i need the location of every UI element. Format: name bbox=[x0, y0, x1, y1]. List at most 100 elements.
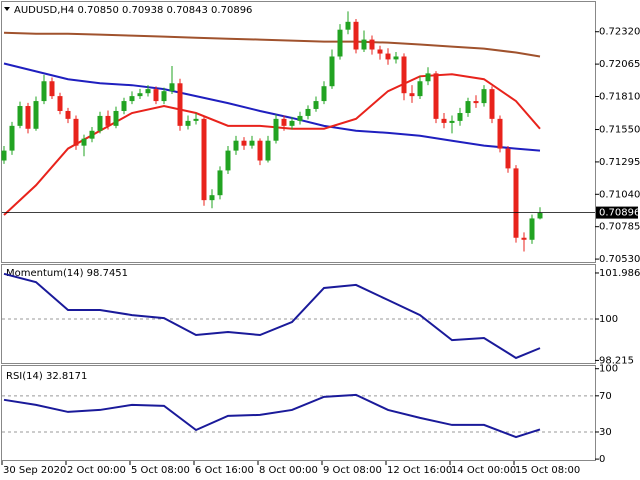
candle-body bbox=[385, 53, 391, 60]
y-tick-label: 100 bbox=[599, 314, 618, 325]
candle-body bbox=[17, 106, 23, 126]
candle-body bbox=[529, 218, 535, 240]
y-tick-label: 70 bbox=[599, 391, 612, 402]
candle-body bbox=[73, 118, 79, 146]
y-tick-label: 0.70785 bbox=[599, 222, 640, 233]
candle-body bbox=[329, 56, 335, 87]
candle-body bbox=[297, 115, 303, 121]
y-tick-label: 0.70530 bbox=[599, 254, 640, 265]
candle-body bbox=[201, 118, 207, 201]
candle-body bbox=[217, 170, 223, 196]
rsi-title: RSI(14) 32.8171 bbox=[6, 371, 87, 382]
main-title: AUDUSD,H4 0.70850 0.70938 0.70843 0.7089… bbox=[14, 5, 252, 16]
candle-body bbox=[393, 56, 399, 60]
candle-body bbox=[41, 81, 47, 102]
candle-body bbox=[425, 73, 431, 82]
x-tick-label: 2 Oct 00:00 bbox=[67, 465, 126, 476]
candle-body bbox=[377, 49, 383, 54]
candle-body bbox=[521, 237, 527, 240]
y-tick-label: 0.71810 bbox=[599, 91, 640, 102]
last-price-label: 0.70896 bbox=[599, 208, 640, 219]
candle-body bbox=[249, 140, 255, 146]
candle-body bbox=[505, 148, 511, 169]
candle-body bbox=[193, 118, 199, 121]
candle-body bbox=[449, 120, 455, 123]
candle-body bbox=[81, 138, 87, 146]
x-tick-label: 12 Oct 16:00 bbox=[387, 465, 452, 476]
candle-body bbox=[169, 83, 175, 92]
y-tick-label: 0.71550 bbox=[599, 125, 640, 136]
candle-body bbox=[337, 29, 343, 57]
candle-body bbox=[153, 89, 159, 102]
candle-body bbox=[289, 120, 295, 126]
candle-body bbox=[209, 195, 215, 201]
candle-body bbox=[33, 101, 39, 129]
indicator-line bbox=[3, 31, 541, 58]
candle-body bbox=[89, 130, 95, 139]
y-tick-label: 0.71295 bbox=[599, 157, 640, 168]
candle-body bbox=[401, 56, 407, 94]
candle-body bbox=[161, 91, 167, 102]
candle-body bbox=[433, 73, 439, 119]
candle-body bbox=[417, 81, 423, 97]
y-tick-label: 100 bbox=[599, 364, 618, 375]
candle-body bbox=[409, 93, 415, 97]
main-panel-frame bbox=[1, 1, 596, 263]
candle-body bbox=[49, 81, 55, 97]
candle-body bbox=[465, 101, 471, 114]
candle-body bbox=[57, 96, 63, 111]
candle-body bbox=[313, 101, 319, 109]
candle-body bbox=[345, 21, 351, 30]
candle-body bbox=[185, 120, 191, 126]
y-tick-label: 30 bbox=[599, 427, 612, 438]
candle-body bbox=[25, 106, 31, 129]
menu-arrow[interactable] bbox=[4, 7, 10, 11]
candle-body bbox=[361, 39, 367, 50]
candle-body bbox=[321, 86, 327, 102]
candle-body bbox=[113, 110, 119, 126]
x-tick-label: 8 Oct 00:00 bbox=[259, 465, 318, 476]
candle-body bbox=[281, 118, 287, 126]
indicator-line bbox=[3, 393, 541, 439]
x-tick-label: 15 Oct 08:00 bbox=[515, 465, 580, 476]
momentum-title: Momentum(14) 98.7451 bbox=[6, 268, 128, 279]
y-tick-label: 98.215 bbox=[599, 355, 634, 366]
x-tick-label: 6 Oct 16:00 bbox=[195, 465, 254, 476]
candle-body bbox=[353, 21, 359, 50]
x-tick-label: 30 Sep 2020 bbox=[3, 465, 66, 476]
candle-body bbox=[497, 118, 503, 149]
last-price-box bbox=[596, 206, 638, 219]
candle-body bbox=[241, 140, 247, 146]
candle-body bbox=[441, 118, 447, 123]
candle-body bbox=[137, 93, 143, 97]
y-tick-label: 0.71040 bbox=[599, 189, 640, 200]
candle-body bbox=[265, 140, 271, 161]
candle-body bbox=[473, 101, 479, 104]
x-tick-label: 14 Oct 00:00 bbox=[451, 465, 516, 476]
candle-body bbox=[65, 110, 71, 119]
y-tick-label: 0.72320 bbox=[599, 27, 640, 38]
candle-body bbox=[457, 113, 463, 121]
candle-body bbox=[97, 115, 103, 131]
candle-body bbox=[481, 89, 487, 104]
candle-body bbox=[537, 212, 543, 219]
candle-body bbox=[145, 89, 151, 94]
momentum-panel-frame bbox=[1, 264, 596, 364]
candle-body bbox=[513, 168, 519, 238]
candle-body bbox=[1, 150, 7, 161]
candle-body bbox=[233, 140, 239, 151]
candle-body bbox=[121, 101, 127, 111]
candle-body bbox=[305, 108, 311, 116]
y-tick-label: 0.72065 bbox=[599, 59, 640, 70]
y-tick-label: 0 bbox=[599, 454, 605, 465]
candle-body bbox=[129, 96, 135, 102]
candle-body bbox=[489, 89, 495, 119]
x-tick-label: 5 Oct 08:00 bbox=[131, 465, 190, 476]
candle-body bbox=[177, 83, 183, 126]
candle-body bbox=[369, 39, 375, 50]
candle-body bbox=[105, 115, 111, 126]
indicator-line bbox=[3, 272, 541, 360]
